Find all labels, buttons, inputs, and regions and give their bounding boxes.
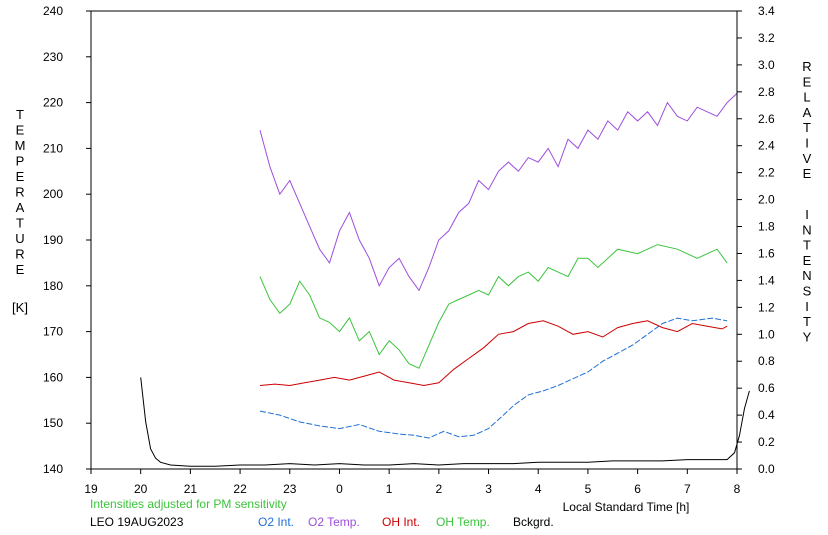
right-axis-label-letter: A <box>803 105 812 120</box>
left-axis-unit: [K] <box>12 300 28 315</box>
right-tick-label: 1.2 <box>758 300 775 314</box>
left-axis-label-letter: E <box>16 262 25 277</box>
right-axis-label-letter: T <box>803 238 811 253</box>
left-tick-label: 200 <box>43 187 63 201</box>
left-axis-label-letter: E <box>16 169 25 184</box>
series-layer <box>140 93 750 467</box>
right-axis-label-letter: E <box>803 253 812 268</box>
x-tick-label: 7 <box>684 482 691 496</box>
left-axis-label-letter: R <box>15 185 24 200</box>
x-tick-label: 5 <box>585 482 592 496</box>
left-tick-label: 150 <box>43 416 63 430</box>
right-axis-label-letter: I <box>805 207 809 222</box>
right-tick-label: 1.8 <box>758 220 775 234</box>
x-tick-label: 21 <box>184 482 198 496</box>
right-axis-label-letter: V <box>803 151 812 166</box>
left-tick-label: 170 <box>43 325 63 339</box>
station-date-label: LEO 19AUG2023 <box>90 515 184 529</box>
right-axis-label-letter: N <box>802 222 811 237</box>
right-tick-label: 2.4 <box>758 139 775 153</box>
right-tick-label: 1.0 <box>758 327 775 341</box>
right-tick-label: 1.6 <box>758 246 775 260</box>
x-tick-label: 1 <box>386 482 393 496</box>
right-tick-label: 3.0 <box>758 58 775 72</box>
right-axis-label-letter: N <box>802 268 811 283</box>
left-axis-label-letter: P <box>16 154 25 169</box>
x-tick-label: 8 <box>734 482 741 496</box>
right-tick-label: 2.8 <box>758 85 775 99</box>
legend: O2 Int. O2 Temp. OH Int. OH Temp. Bckgrd. <box>258 515 554 529</box>
legend-entry: OH Temp. <box>436 515 490 529</box>
right-tick-label: 3.4 <box>758 4 775 18</box>
right-tick-label: 2.2 <box>758 166 775 180</box>
legend-entry: OH Int. <box>382 515 420 529</box>
series-oh-temp <box>259 244 728 369</box>
right-axis-label-letter: R <box>802 59 811 74</box>
left-tick-label: 140 <box>43 462 63 476</box>
x-tick-label: 19 <box>84 482 98 496</box>
right-axis-label-letter: E <box>803 74 812 89</box>
right-tick-label: 1.4 <box>758 273 775 287</box>
x-tick-label: 23 <box>283 482 297 496</box>
x-axis-ticks: 19 20 21 22 23 0 1 2 3 4 5 6 7 8 <box>84 469 741 496</box>
x-tick-label: 22 <box>233 482 247 496</box>
x-tick-label: 2 <box>436 482 443 496</box>
right-tick-label: 0.2 <box>758 435 775 449</box>
left-axis-label-letter: T <box>16 216 24 231</box>
x-tick-label: 20 <box>134 482 148 496</box>
left-tick-label: 180 <box>43 279 63 293</box>
right-axis-label-letter: T <box>803 120 811 135</box>
left-tick-label: 220 <box>43 96 63 110</box>
left-tick-label: 160 <box>43 370 63 384</box>
plot-frame <box>90 10 738 470</box>
left-axis-label-letter: U <box>15 231 24 246</box>
sensitivity-note: Intensities adjusted for PM sensitivity <box>90 497 287 511</box>
legend-entry: O2 Int. <box>258 515 294 529</box>
series-oh-int <box>259 320 728 387</box>
left-tick-label: 240 <box>43 4 63 18</box>
right-tick-label: 2.6 <box>758 112 775 126</box>
right-axis-label-letter: Y <box>803 329 812 344</box>
left-tick-label: 210 <box>43 141 63 155</box>
x-tick-label: 4 <box>535 482 542 496</box>
left-axis-ticks: 140 150 160 170 180 190 200 210 220 230 240 <box>43 4 91 476</box>
right-tick-label: 3.2 <box>758 31 775 45</box>
legend-entry: Bckgrd. <box>513 515 554 529</box>
left-axis-label-letter: E <box>16 123 25 138</box>
right-tick-label: 0.0 <box>758 462 775 476</box>
right-axis-label-letter: L <box>803 90 810 105</box>
series-o2-int <box>259 317 728 439</box>
right-axis-label-letter: S <box>803 284 812 299</box>
x-tick-label: 6 <box>634 482 641 496</box>
left-axis-label-letter: T <box>16 107 24 122</box>
series-o2-temp <box>259 93 738 292</box>
left-tick-label: 190 <box>43 233 63 247</box>
left-axis-label-letter: A <box>16 200 25 215</box>
right-axis-label-letter: E <box>803 166 812 181</box>
left-tick-label: 230 <box>43 50 63 64</box>
right-axis-label-letter: I <box>805 136 809 151</box>
left-axis-label-letter: R <box>15 247 24 262</box>
legend-entry: O2 Temp. <box>308 515 360 529</box>
left-axis-label-letter: M <box>15 138 26 153</box>
right-tick-label: 2.0 <box>758 193 775 207</box>
right-tick-label: 0.6 <box>758 381 775 395</box>
x-axis-label: Local Standard Time [h] <box>563 500 690 514</box>
right-tick-label: 0.4 <box>758 408 775 422</box>
right-axis-label-letter: T <box>803 314 811 329</box>
right-tick-label: 0.8 <box>758 354 775 368</box>
right-axis-label-letter: I <box>805 299 809 314</box>
right-axis-ticks: 0.0 0.2 0.4 0.6 0.8 1.0 1.2 1.4 1.6 1.8 2.0 2.2 2.4 2… <box>737 4 775 476</box>
x-tick-label: 0 <box>336 482 343 496</box>
x-tick-label: 3 <box>485 482 492 496</box>
series-bckgrd <box>140 377 750 467</box>
